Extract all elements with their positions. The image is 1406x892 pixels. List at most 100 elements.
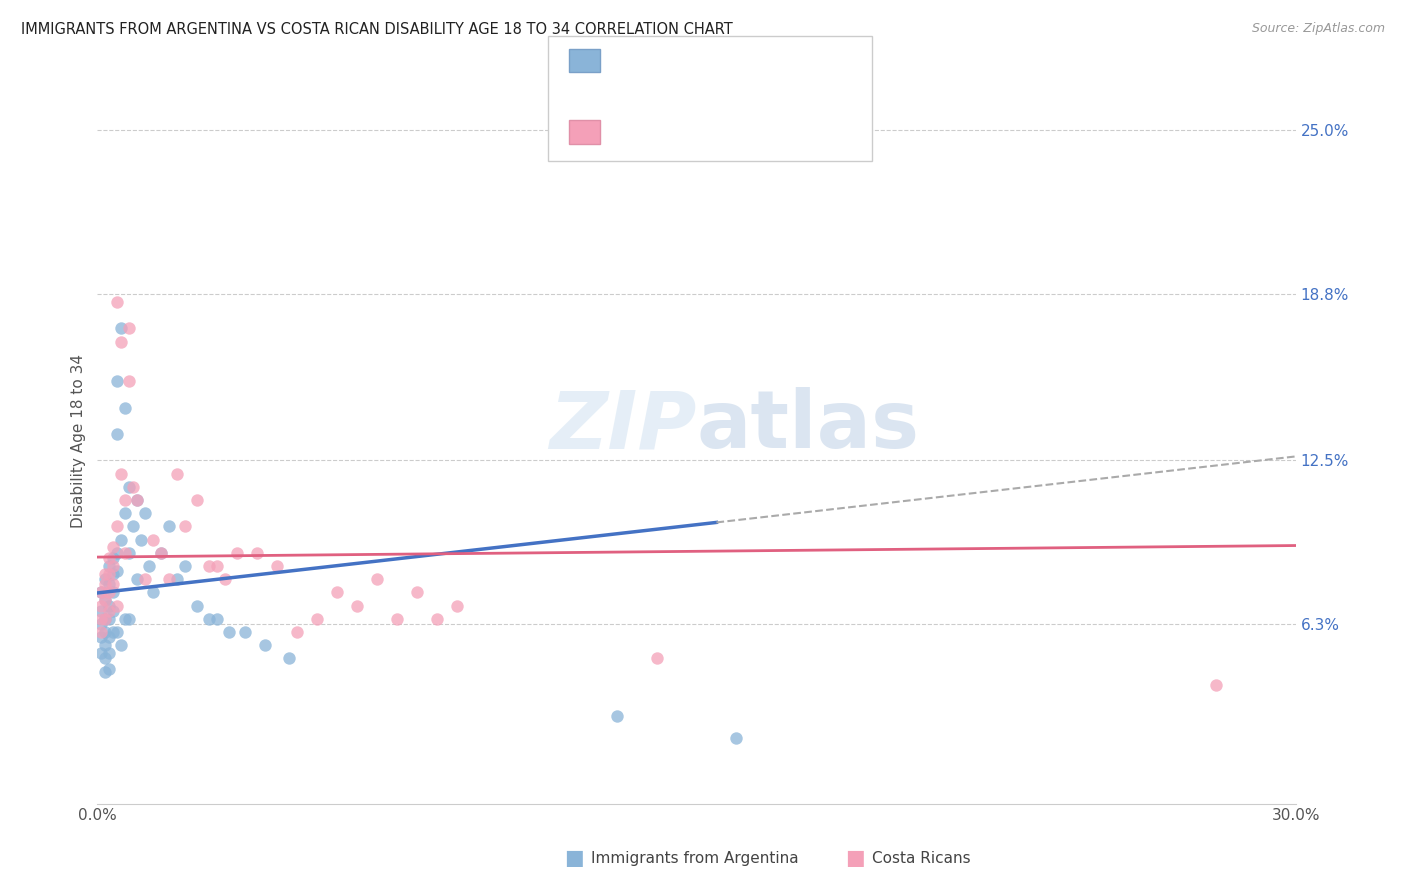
Point <box>105 564 128 578</box>
Point <box>254 638 277 652</box>
Point <box>157 519 180 533</box>
Text: ■: ■ <box>845 848 865 868</box>
Point <box>94 577 117 591</box>
Point <box>346 599 368 613</box>
Point <box>94 593 117 607</box>
Point <box>98 558 121 573</box>
Point <box>110 533 132 547</box>
Point <box>150 546 173 560</box>
Text: ZIP: ZIP <box>550 387 696 465</box>
Point <box>186 599 208 613</box>
Point <box>118 321 141 335</box>
Point <box>406 585 429 599</box>
Point <box>118 480 141 494</box>
Point <box>98 566 121 581</box>
Point <box>174 519 197 533</box>
Point <box>305 612 328 626</box>
Point <box>110 321 132 335</box>
Point <box>103 541 125 555</box>
Point <box>90 646 112 660</box>
Point <box>127 572 149 586</box>
Point <box>186 492 208 507</box>
Point <box>110 638 132 652</box>
Point <box>226 546 249 560</box>
Point <box>142 585 165 599</box>
Point <box>142 533 165 547</box>
Point <box>166 467 188 481</box>
Point <box>114 401 136 415</box>
Point <box>122 519 145 533</box>
Point <box>98 662 121 676</box>
Point <box>98 577 121 591</box>
Text: N =: N = <box>710 54 744 68</box>
Point <box>103 604 125 618</box>
Point <box>98 585 121 599</box>
Point <box>90 630 112 644</box>
Point <box>122 480 145 494</box>
Point <box>285 624 308 639</box>
Point <box>127 492 149 507</box>
Point <box>246 546 269 560</box>
Point <box>110 334 132 349</box>
Point <box>94 612 117 626</box>
Point <box>105 546 128 560</box>
Text: 0.023: 0.023 <box>647 125 695 139</box>
Point <box>446 599 468 613</box>
Point <box>385 612 408 626</box>
Point <box>266 558 288 573</box>
Point <box>103 566 125 581</box>
Point <box>366 572 388 586</box>
Point <box>129 533 152 547</box>
Point <box>134 506 156 520</box>
Point <box>90 585 112 599</box>
Point <box>98 646 121 660</box>
Point <box>105 599 128 613</box>
Text: 0.166: 0.166 <box>647 54 695 68</box>
Point <box>90 612 112 626</box>
Point <box>90 604 112 618</box>
Point <box>127 492 149 507</box>
Point <box>118 546 141 560</box>
Point <box>426 612 449 626</box>
Point <box>90 624 112 639</box>
Point <box>118 374 141 388</box>
Point <box>198 612 221 626</box>
Point <box>157 572 180 586</box>
Point <box>205 612 228 626</box>
Point <box>606 709 628 723</box>
Point <box>103 585 125 599</box>
Text: R =: R = <box>609 54 643 68</box>
Text: N =: N = <box>710 125 744 139</box>
Point <box>94 572 117 586</box>
Point <box>90 585 112 599</box>
Point <box>103 551 125 566</box>
Point <box>205 558 228 573</box>
Point <box>105 294 128 309</box>
Text: ■: ■ <box>564 848 583 868</box>
Text: Source: ZipAtlas.com: Source: ZipAtlas.com <box>1251 22 1385 36</box>
Point <box>645 651 668 665</box>
Point <box>90 599 112 613</box>
Point <box>278 651 301 665</box>
Point <box>218 624 240 639</box>
Point <box>326 585 349 599</box>
Point <box>105 374 128 388</box>
Point <box>105 426 128 441</box>
Text: 58: 58 <box>748 54 769 68</box>
Point <box>105 519 128 533</box>
Point <box>150 546 173 560</box>
Y-axis label: Disability Age 18 to 34: Disability Age 18 to 34 <box>72 353 86 527</box>
Point <box>110 467 132 481</box>
Point <box>166 572 188 586</box>
Point <box>94 624 117 639</box>
Point <box>198 558 221 573</box>
Point <box>138 558 160 573</box>
Point <box>105 624 128 639</box>
Point <box>118 612 141 626</box>
Point <box>114 546 136 560</box>
Text: R =: R = <box>609 125 643 139</box>
Point <box>134 572 156 586</box>
Point <box>94 566 117 581</box>
Text: Immigrants from Argentina: Immigrants from Argentina <box>591 851 799 865</box>
Point <box>233 624 256 639</box>
